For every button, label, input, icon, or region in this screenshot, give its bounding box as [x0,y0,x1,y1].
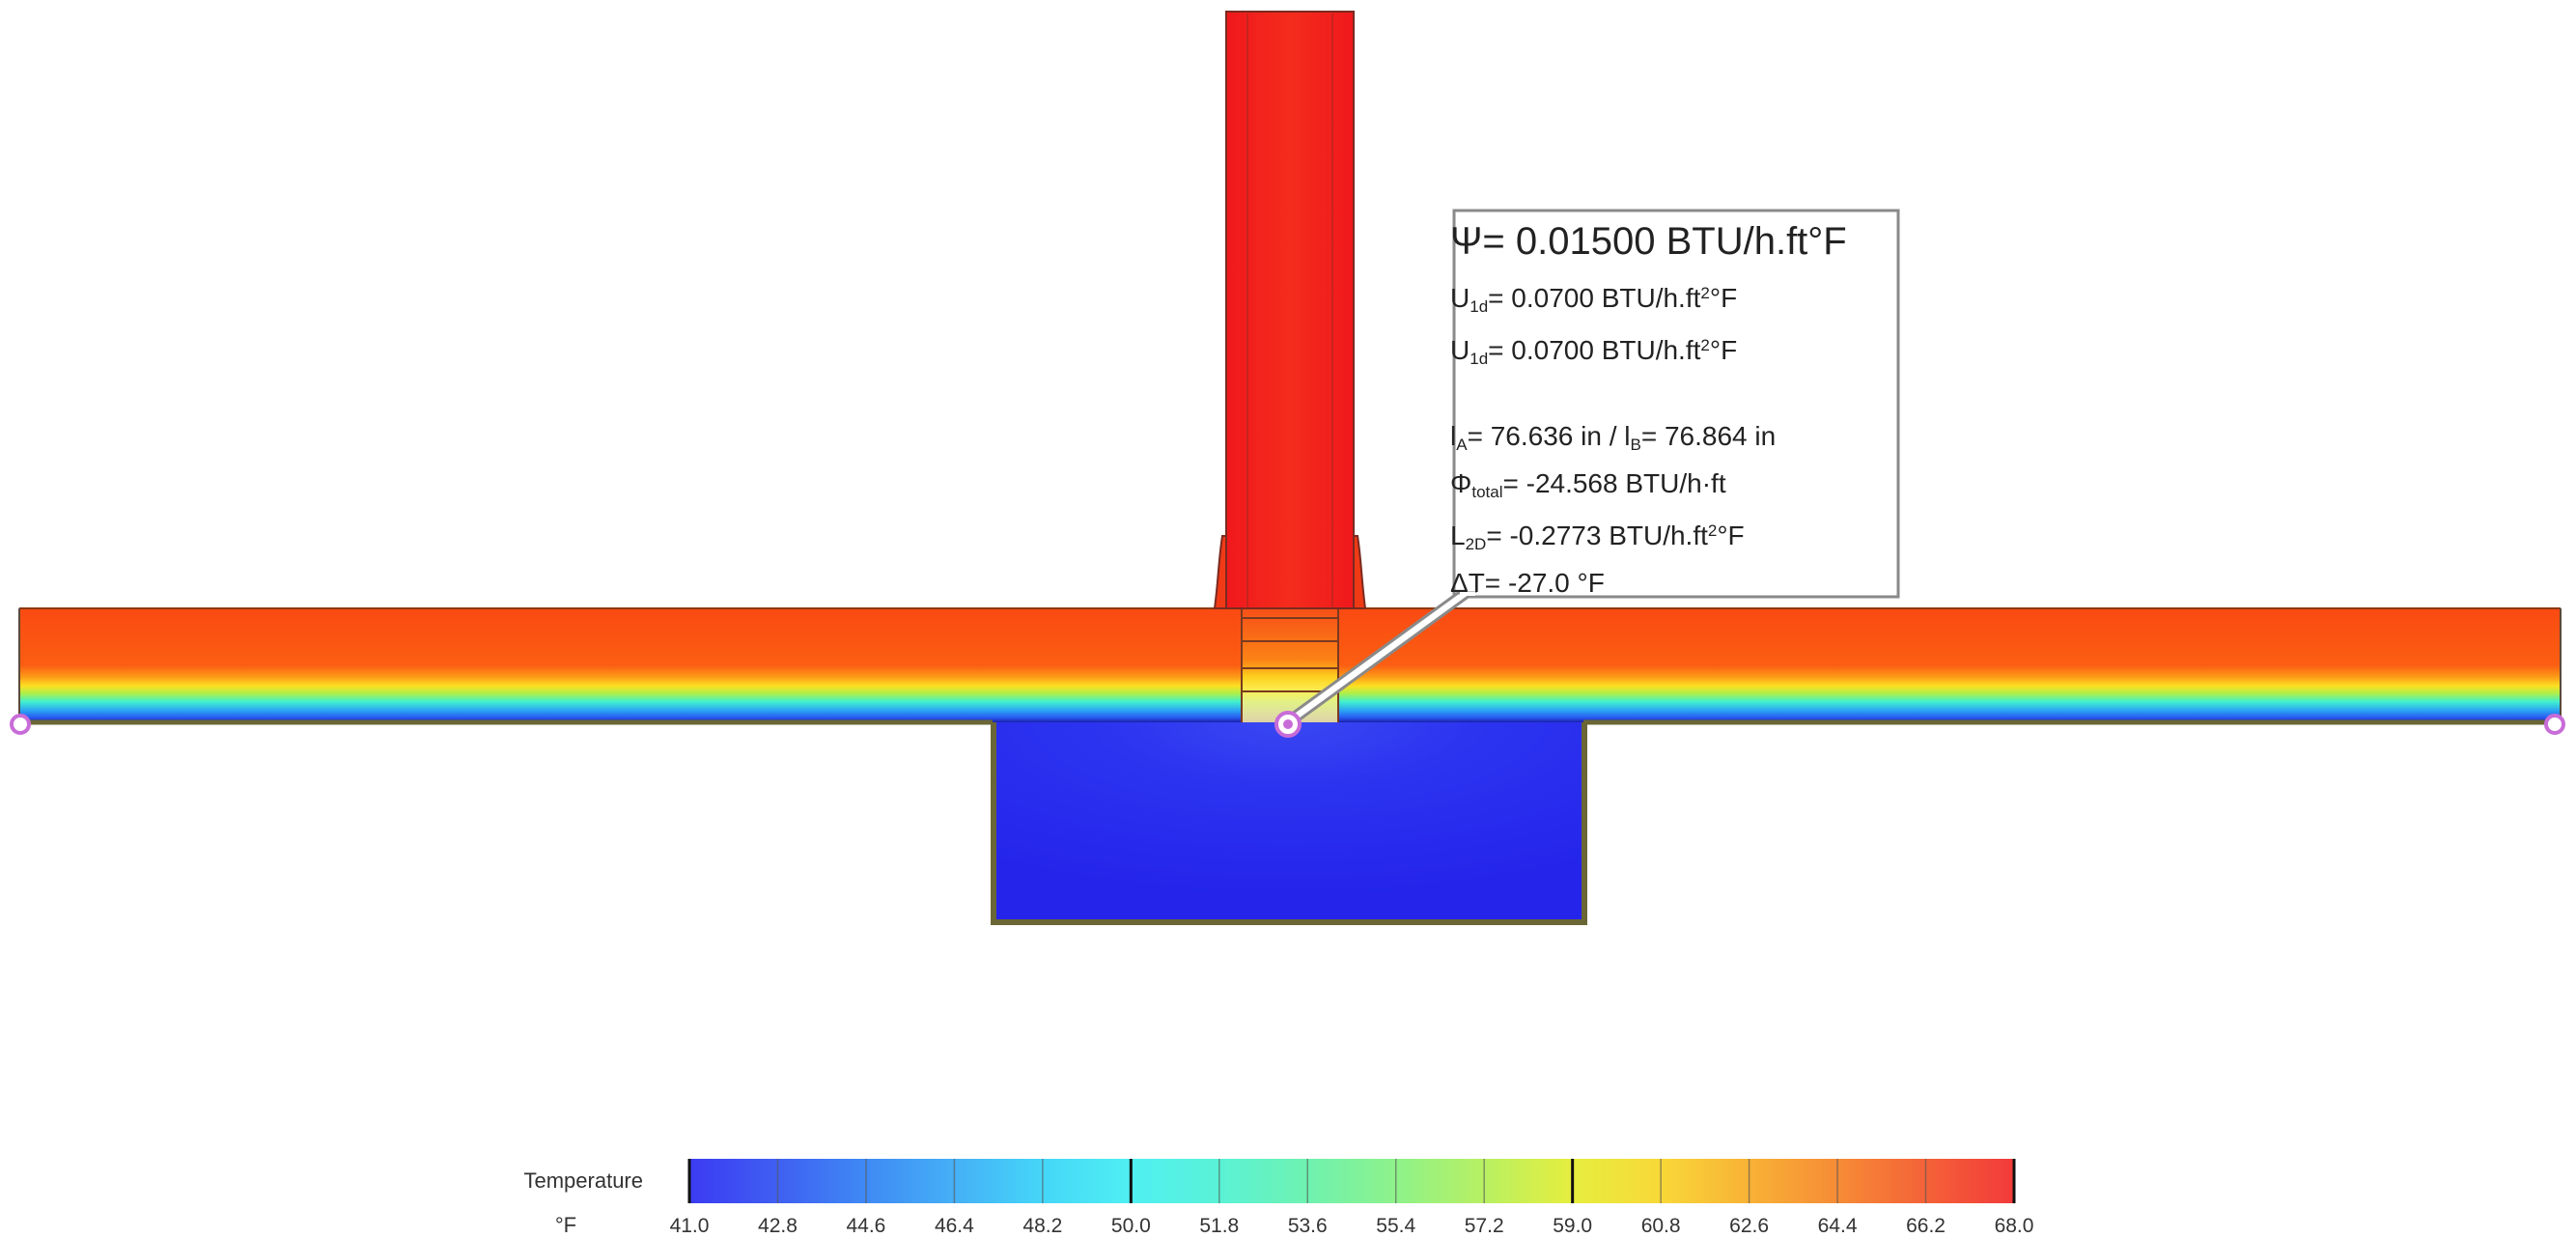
legend-tick-label: 42.8 [758,1215,798,1237]
legend-ticks: 41.0 42.8 44.6 46.4 48.2 50.0 51.8 53.6 55.4 57.2… [670,1159,2034,1237]
legend-tick-label: 59.0 [1553,1215,1592,1237]
length-values: lA= 76.636 in / lB= 76.864 in [1450,421,1777,454]
legend-title: Temperature [523,1168,643,1193]
legend-tick-label: 50.0 [1111,1215,1151,1237]
legend-unit: °F [555,1213,576,1237]
u1d-value-2: U1d= 0.0700 BTU/h.ft2°F [1450,335,1738,368]
legend-tick-label: 53.6 [1288,1215,1328,1237]
legend-tick-label: 51.8 [1199,1215,1239,1237]
temperature-legend: Temperature °F 41.0 42.8 44.6 46.4 48.2 50.0 5… [523,1159,2033,1237]
legend-tick-label: 41.0 [670,1215,710,1237]
phi-total-value: Φtotal= -24.568 BTU/h·ft [1450,468,1726,501]
u1d-value-1: U1d= 0.0700 BTU/h.ft2°F [1450,283,1738,316]
vertical-wall [1213,11,1367,609]
cold-cavity [991,720,1587,925]
reference-point-right[interactable] [2544,714,2565,735]
legend-tick-label: 64.4 [1818,1215,1858,1237]
legend-tick-label: 66.2 [1906,1215,1946,1237]
callout-text: Ψ= 0.01500 BTU/h.ft°F U1d= 0.0700 BTU/h.… [1450,214,1847,603]
legend-tick-label: 55.4 [1376,1215,1415,1237]
legend-tick-label: 62.6 [1729,1215,1769,1237]
wall-stem [1241,608,1339,722]
legend-tick-label: 46.4 [935,1215,974,1237]
legend-tick-label: 60.8 [1641,1215,1681,1237]
legend-tick-label: 44.6 [846,1215,885,1237]
legend-tick-label: 57.2 [1465,1215,1504,1237]
legend-tick-label: 68.0 [1995,1215,2034,1237]
callout-box [1285,209,1900,724]
psi-value: Ψ= 0.01500 BTU/h.ft°F [1450,220,1847,263]
legend-color-bar [689,1159,2014,1203]
reference-point-center[interactable] [1274,711,1302,738]
reference-point-left[interactable] [10,714,31,735]
legend-tick-label: 48.2 [1022,1215,1062,1237]
delta-t-value: ΔT= -27.0 °F [1450,568,1605,598]
l2d-value: L2D= -0.2773 BTU/h.ft2°F [1450,521,1745,553]
